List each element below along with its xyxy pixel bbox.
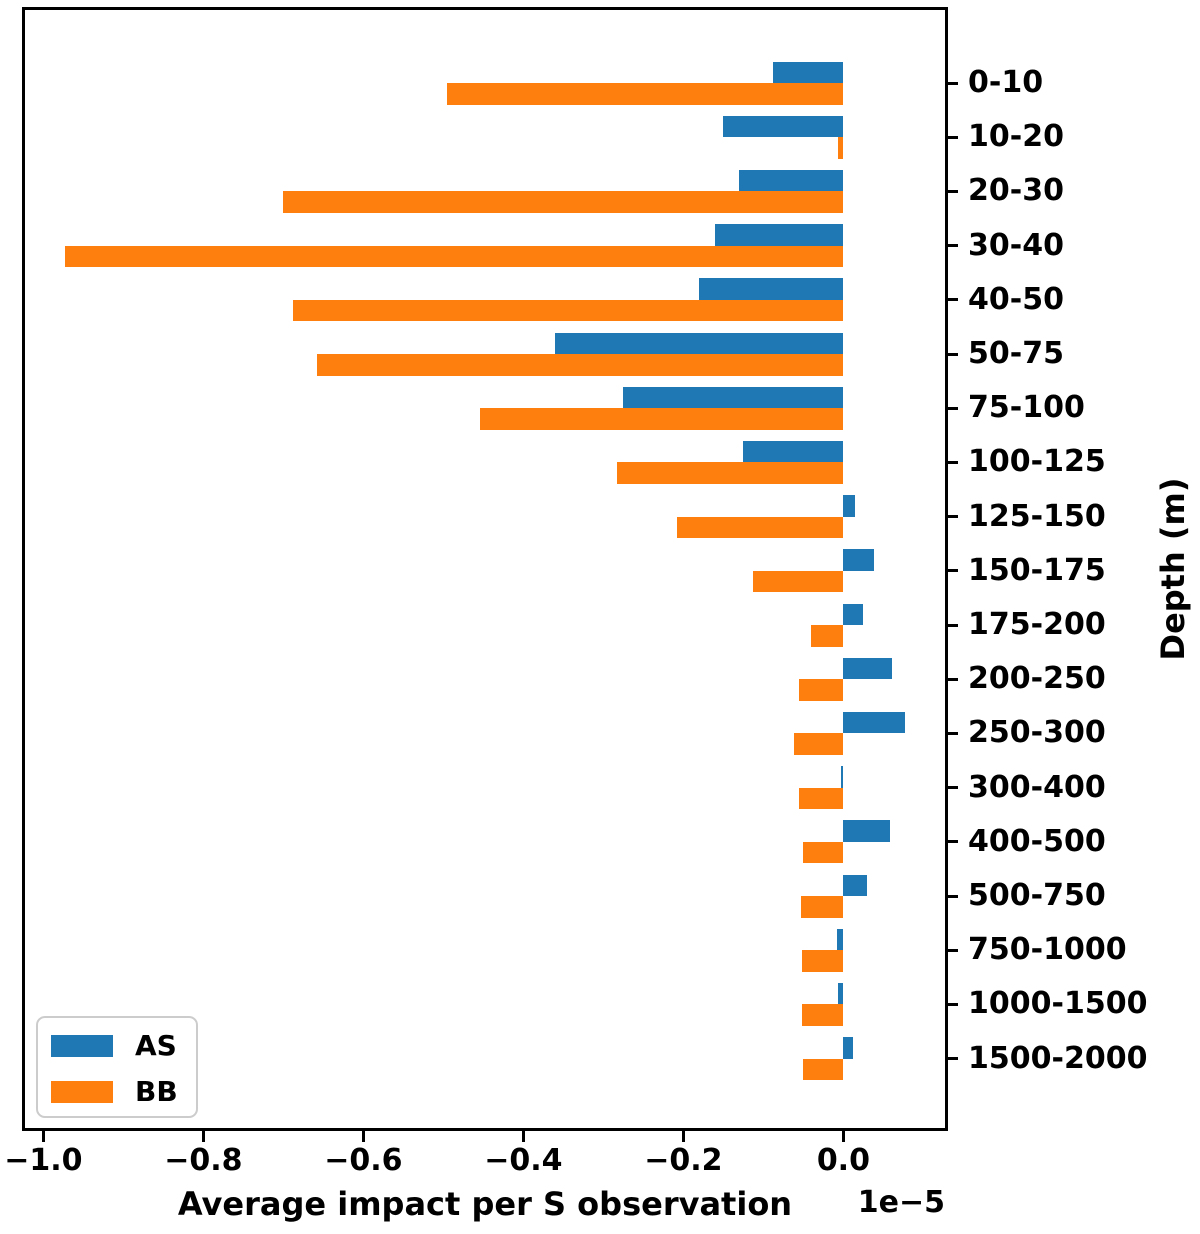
- bar-bb-10-20: [837, 137, 844, 159]
- bar-as-125-150: [843, 495, 855, 517]
- bar-as-100-125: [742, 440, 844, 463]
- y-tick-mark-50-75: [945, 352, 958, 356]
- bar-as-75-100: [623, 386, 844, 409]
- y-tick-label-750-1000: 750-1000: [968, 932, 1127, 968]
- x-axis-label: Average impact per S observation: [177, 1185, 793, 1223]
- bar-bb-75-100: [480, 408, 844, 430]
- x-axis-offset-text: 1e−5: [857, 1185, 945, 1220]
- y-tick-mark-400-500: [945, 840, 958, 844]
- bar-as-20-30: [739, 169, 844, 192]
- bar-bb-500-750: [801, 896, 844, 918]
- bar-as-175-200: [843, 603, 863, 625]
- y-tick-label-1000-1500: 1000-1500: [968, 986, 1148, 1022]
- bar-bb-300-400: [798, 787, 844, 810]
- y-tick-mark-750-1000: [945, 948, 958, 952]
- y-tick-mark-75-100: [945, 406, 958, 410]
- bar-bb-250-300: [793, 733, 844, 755]
- y-tick-mark-10-20: [945, 135, 958, 139]
- y-tick-label-150-175: 150-175: [968, 552, 1106, 588]
- y-axis-label: Depth (m): [1154, 477, 1192, 661]
- y-tick-mark-20-30: [945, 189, 958, 193]
- x-tick-mark-−0.4: [521, 1128, 525, 1142]
- plot-area: [22, 7, 948, 1131]
- y-tick-label-250-300: 250-300: [968, 715, 1106, 751]
- y-tick-mark-1000-1500: [945, 1002, 958, 1006]
- bar-as-150-175: [843, 549, 874, 571]
- legend-label-bb: BB: [135, 1075, 178, 1108]
- x-tick-label-−1.0: −1.0: [4, 1143, 83, 1178]
- legend: AS BB: [36, 1016, 198, 1118]
- bar-bb-20-30: [283, 191, 844, 213]
- bar-as-200-250: [843, 657, 893, 680]
- y-tick-mark-100-125: [945, 460, 958, 464]
- y-tick-mark-300-400: [945, 786, 958, 790]
- bar-bb-40-50: [293, 299, 844, 322]
- y-tick-label-500-750: 500-750: [968, 878, 1106, 913]
- y-tick-mark-250-300: [945, 731, 958, 735]
- bar-bb-750-1000: [801, 950, 844, 972]
- legend-swatch-as: [51, 1035, 113, 1057]
- bar-as-40-50: [699, 278, 844, 300]
- bar-bb-200-250: [799, 679, 844, 701]
- bar-bb-1000-1500: [801, 1004, 844, 1026]
- y-tick-label-30-40: 30-40: [968, 227, 1064, 263]
- bar-as-400-500: [843, 820, 890, 842]
- legend-label-as: AS: [135, 1029, 177, 1062]
- bar-bb-150-175: [753, 570, 844, 593]
- x-tick-mark-−1.0: [41, 1128, 45, 1142]
- bar-as-250-300: [843, 711, 905, 734]
- y-tick-mark-175-200: [945, 623, 958, 627]
- bar-bb-175-200: [811, 625, 844, 647]
- y-tick-label-75-100: 75-100: [968, 390, 1085, 426]
- x-tick-label-−0.8: −0.8: [164, 1143, 243, 1178]
- bar-as-1500-2000: [843, 1037, 853, 1059]
- bar-as-1000-1500: [837, 982, 844, 1005]
- x-tick-label-−0.2: −0.2: [644, 1143, 723, 1178]
- legend-swatch-bb: [51, 1081, 113, 1103]
- x-tick-mark-−0.8: [201, 1128, 205, 1142]
- x-tick-mark-−0.2: [681, 1128, 685, 1142]
- bar-as-750-1000: [837, 928, 844, 951]
- y-tick-label-300-400: 300-400: [968, 769, 1106, 805]
- bar-bb-125-150: [677, 516, 844, 539]
- bar-bb-1500-2000: [802, 1058, 844, 1081]
- y-tick-mark-200-250: [945, 677, 958, 681]
- y-tick-mark-500-750: [945, 894, 958, 898]
- x-tick-label-−0.4: −0.4: [484, 1143, 563, 1178]
- bar-bb-30-40: [65, 245, 844, 268]
- y-tick-label-10-20: 10-20: [968, 119, 1064, 155]
- y-tick-label-50-75: 50-75: [968, 336, 1064, 371]
- bar-as-500-750: [843, 874, 868, 896]
- y-tick-label-400-500: 400-500: [968, 823, 1106, 859]
- y-tick-label-20-30: 20-30: [968, 173, 1064, 209]
- bar-as-300-400: [841, 766, 844, 788]
- y-tick-mark-1500-2000: [945, 1057, 958, 1061]
- y-tick-label-1500-2000: 1500-2000: [968, 1040, 1148, 1076]
- y-tick-label-125-150: 125-150: [968, 498, 1106, 534]
- x-tick-mark-−0.6: [361, 1128, 365, 1142]
- x-tick-label-−0.6: −0.6: [324, 1143, 403, 1178]
- y-tick-mark-150-175: [945, 569, 958, 573]
- y-tick-label-175-200: 175-200: [968, 607, 1106, 642]
- x-tick-label-0.0: 0.0: [816, 1143, 870, 1178]
- bar-as-50-75: [555, 332, 844, 354]
- y-tick-mark-0-10: [945, 81, 958, 85]
- bar-bb-50-75: [317, 354, 844, 376]
- bar-bb-0-10: [447, 83, 844, 105]
- y-tick-mark-40-50: [945, 298, 958, 302]
- bar-as-0-10: [773, 61, 844, 83]
- y-tick-label-0-10: 0-10: [968, 65, 1044, 100]
- bar-as-10-20: [722, 115, 844, 138]
- y-tick-label-100-125: 100-125: [968, 444, 1106, 480]
- y-tick-label-200-250: 200-250: [968, 661, 1106, 697]
- y-tick-mark-125-150: [945, 515, 958, 519]
- bar-bb-400-500: [802, 841, 844, 864]
- bar-as-30-40: [715, 224, 844, 246]
- y-tick-label-40-50: 40-50: [968, 281, 1064, 317]
- bar-bb-100-125: [617, 462, 844, 484]
- x-tick-mark-0.0: [841, 1128, 845, 1142]
- y-tick-mark-30-40: [945, 244, 958, 248]
